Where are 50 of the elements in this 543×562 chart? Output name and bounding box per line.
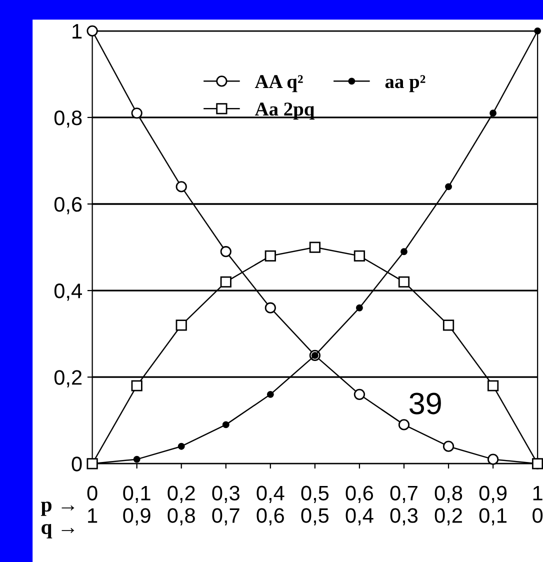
point: [534, 27, 542, 34]
point: [176, 181, 187, 192]
point: [220, 246, 232, 258]
x-tick-label: 0,2 0,8: [168, 486, 195, 526]
point: [398, 276, 410, 288]
point: [487, 454, 499, 465]
point: [354, 250, 366, 262]
point: [222, 421, 230, 428]
point: [176, 320, 187, 331]
point: [354, 388, 366, 400]
x-tick-label: 0,8 0,2: [434, 486, 462, 526]
point: [532, 458, 543, 470]
x-tick-label: 0,6 0,4: [346, 486, 374, 526]
x-tick-label: 0 1: [87, 486, 98, 523]
y-tick-label: 0,6: [54, 197, 82, 214]
point: [131, 108, 142, 119]
x-tick-label: 0,1 0,9: [123, 486, 150, 526]
legend-label: aa p²: [385, 75, 426, 92]
x-tick-label: 0,7 0,3: [390, 486, 418, 526]
text: p → q →: [40, 502, 74, 538]
point: [309, 242, 320, 253]
x-tick-label: 0,9 0,1: [479, 486, 507, 526]
point: [178, 442, 185, 450]
point: [131, 380, 142, 392]
point: [442, 440, 454, 452]
point: [487, 380, 499, 392]
y-tick-label: 0: [72, 456, 82, 472]
x-tick-label: 1 0: [532, 486, 543, 523]
point: [356, 304, 363, 312]
annotation: 39: [410, 392, 441, 414]
x-tick-label: 0,3 0,7: [212, 486, 240, 526]
legend-label: AA q²: [254, 75, 303, 92]
point: [490, 110, 497, 117]
x-tick-label: 0,5 0,5: [301, 486, 329, 526]
legend-label: Aa 2pq: [254, 102, 315, 120]
y-tick-label: 1: [72, 24, 82, 38]
point: [266, 390, 274, 398]
y-tick-label: 0,4: [54, 284, 82, 301]
point: [86, 25, 98, 36]
point: [445, 183, 452, 190]
point: [398, 419, 410, 430]
point: [442, 320, 454, 331]
y-tick-label: 0,2: [54, 370, 82, 388]
point: [133, 456, 140, 463]
point: [264, 302, 276, 314]
point: [400, 248, 408, 256]
x-tick-label: 0,4 0,6: [256, 486, 284, 526]
point: [220, 276, 232, 288]
point: [264, 250, 276, 262]
y-tick-label: 0,8: [54, 110, 82, 128]
